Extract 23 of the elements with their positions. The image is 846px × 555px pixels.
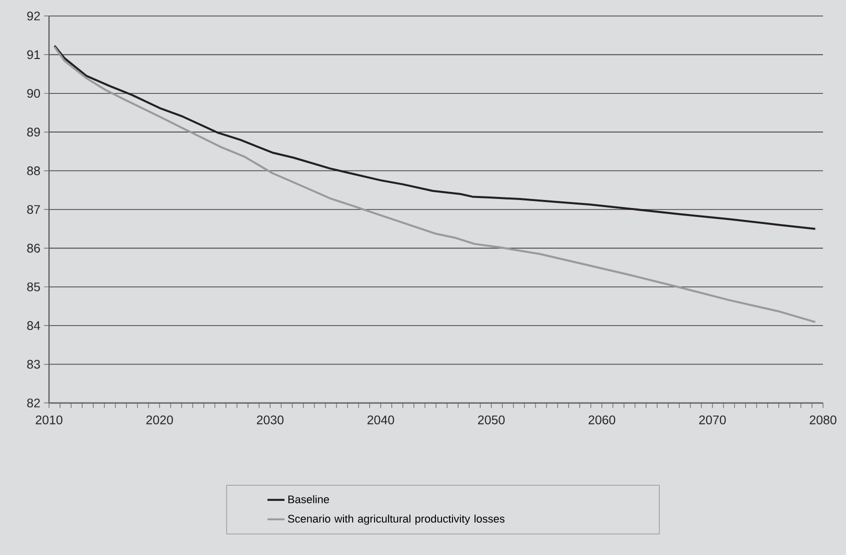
legend-label: Baseline: [288, 495, 330, 504]
y-tick-label: 92: [27, 12, 40, 20]
y-tick-label: 91: [27, 50, 40, 60]
y-tick-label: 84: [27, 321, 40, 330]
line-series: [54, 44, 816, 230]
x-tick-label: 2080: [810, 416, 836, 424]
x-tick-label: 2070: [699, 416, 726, 424]
line-series: [54, 46, 816, 324]
x-tick-label: 2050: [478, 416, 505, 424]
legend-label: Scenario with agricultural productivity losses: [288, 514, 504, 525]
y-tick-label: 86: [27, 244, 40, 253]
y-tick-label: 85: [27, 282, 40, 292]
y-tick-label: 89: [27, 128, 40, 136]
x-tick-label: 2030: [256, 416, 284, 424]
y-tick-label: 87: [27, 205, 40, 214]
x-tick-label: 2060: [588, 416, 616, 424]
y-tick-label: 83: [27, 360, 40, 369]
x-tick-label: 2040: [367, 416, 394, 424]
x-tick-label: 2010: [36, 416, 62, 424]
y-tick-label: 82: [27, 398, 40, 408]
y-tick-label: 90: [27, 88, 40, 98]
y-tick-label: 88: [27, 166, 40, 176]
x-tick-label: 2020: [146, 416, 173, 424]
